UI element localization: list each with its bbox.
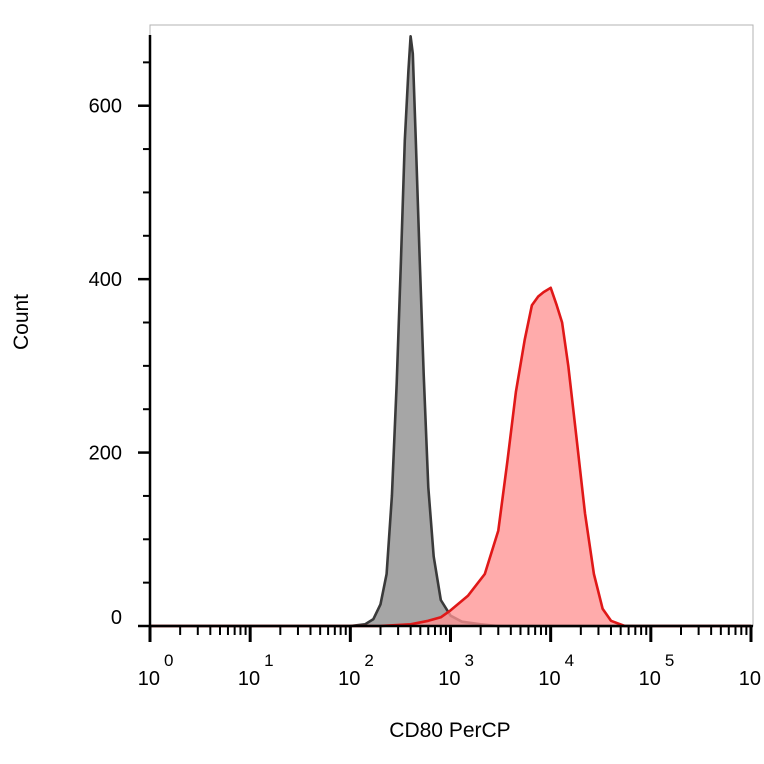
series-1-line <box>150 35 751 628</box>
y-tick-label: 600 <box>89 96 122 118</box>
x-tick-label: 10 <box>338 668 360 690</box>
x-tick-exponent: 1 <box>264 651 273 670</box>
y-tick-label: 400 <box>89 269 122 291</box>
x-tick-exponent: 4 <box>565 651 574 670</box>
axes-layer <box>138 35 753 642</box>
series-1-area <box>150 36 751 627</box>
x-axis-title: CD80 PerCP <box>389 719 510 742</box>
series-layer <box>150 35 751 628</box>
x-tick-label: 10 <box>438 668 460 690</box>
x-tick-exponent: 2 <box>364 651 373 670</box>
x-tick-label: 10 <box>138 668 160 690</box>
y-axis-title: Count <box>10 294 33 350</box>
x-tick-label: 10 <box>238 668 260 690</box>
y-tick-label: 0 <box>111 607 122 629</box>
tick-label-layer: 0200400600100101102103104105106 <box>89 96 761 690</box>
x-tick-exponent: 0 <box>164 651 173 670</box>
x-tick-label: 10 <box>739 668 761 690</box>
series-2-line <box>150 286 751 628</box>
x-tick-label: 10 <box>639 668 661 690</box>
y-tick-label: 200 <box>89 443 122 465</box>
plot-frame <box>149 24 754 627</box>
series-2-area <box>150 287 751 626</box>
x-tick-exponent: 3 <box>465 651 474 670</box>
x-tick-exponent: 5 <box>665 651 674 670</box>
x-tick-label: 10 <box>538 668 560 690</box>
